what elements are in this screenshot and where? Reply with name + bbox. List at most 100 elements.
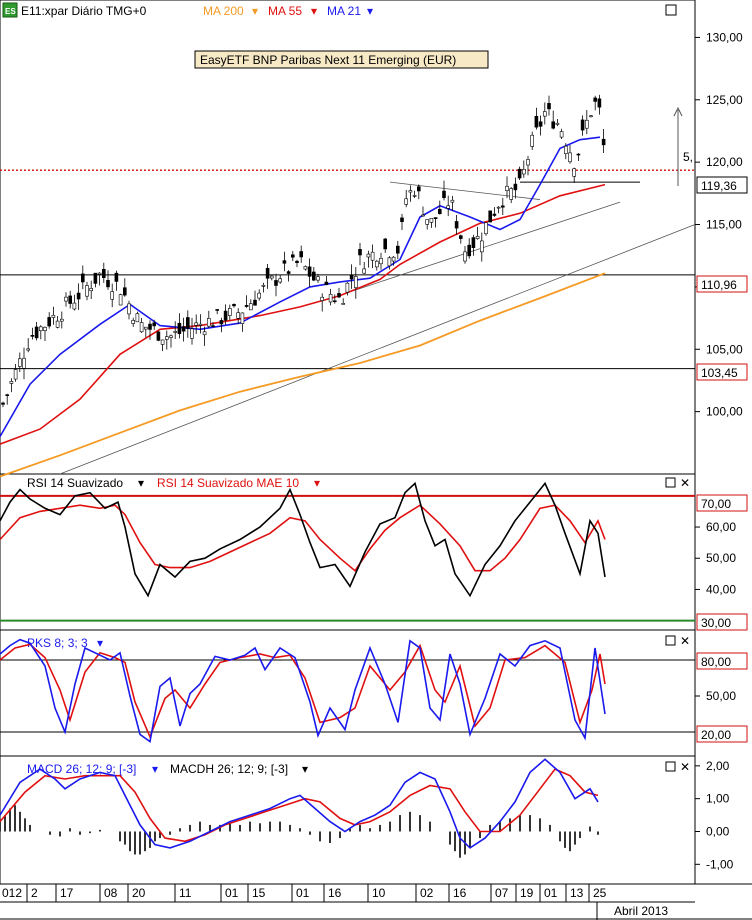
candle-body xyxy=(135,313,140,323)
candle-body xyxy=(391,256,396,262)
pks-dropdown-icon[interactable]: ▾ xyxy=(97,636,103,650)
candle-body xyxy=(568,152,572,163)
candle-body xyxy=(450,199,455,203)
x-tick-label: 13 xyxy=(570,886,584,900)
measure-annotation: 5, xyxy=(683,150,693,164)
ma55-label[interactable]: MA 55 xyxy=(268,4,302,18)
restore-icon[interactable] xyxy=(665,4,677,16)
candle-body xyxy=(282,260,287,264)
candle-body xyxy=(194,322,198,326)
pks-lower-flag xyxy=(696,725,748,743)
pks-close-icon[interactable]: ✕ xyxy=(680,634,690,648)
ma21-label[interactable]: MA 21 xyxy=(327,4,361,18)
x-tick-label: 16 xyxy=(453,886,467,900)
candle-body xyxy=(412,195,417,197)
candle-body xyxy=(311,271,316,281)
pks-label[interactable]: PKS 8; 3; 3 xyxy=(27,636,88,650)
macd-label[interactable]: MACD 26; 12; 9; [-3] xyxy=(27,762,136,776)
rsi-dropdown-icon[interactable]: ▾ xyxy=(138,476,144,490)
candle-body xyxy=(72,302,77,310)
candle-body xyxy=(177,322,182,335)
rsi-close-icon[interactable]: ✕ xyxy=(680,476,690,490)
candle-body xyxy=(328,293,333,303)
candle-body xyxy=(442,190,446,199)
macd-plot xyxy=(0,758,599,858)
candle-body xyxy=(9,381,14,384)
macd-dropdown-icon[interactable]: ▾ xyxy=(152,762,158,776)
ma200-dropdown-icon[interactable]: ▾ xyxy=(252,4,258,18)
candle-body xyxy=(576,153,581,156)
candle-body xyxy=(366,253,371,258)
month-label: Abril 2013 xyxy=(614,904,668,918)
x-tick-label: 15 xyxy=(252,886,266,900)
rsi-mae-dropdown-icon[interactable]: ▾ xyxy=(314,476,320,490)
macd-restore-icon[interactable] xyxy=(665,761,676,772)
macdh-dropdown-icon[interactable]: ▾ xyxy=(302,762,308,776)
candle-body xyxy=(374,260,379,268)
last-price-value: 119,36 xyxy=(701,179,737,193)
x-tick-label: 19 xyxy=(520,886,534,900)
candle-body xyxy=(547,103,551,110)
candle-body xyxy=(211,325,215,327)
rsi-label[interactable]: RSI 14 Suavizado xyxy=(27,476,123,490)
candle-body xyxy=(114,272,119,282)
candle-body xyxy=(572,168,577,177)
candle-body xyxy=(274,280,278,286)
candle-body xyxy=(190,328,194,339)
symbol-label[interactable]: E11:xpar Diário TMG+0 xyxy=(21,4,147,18)
rsi-restore-icon[interactable] xyxy=(665,477,676,488)
ma55-line xyxy=(0,183,606,445)
price-tick-label: 125,00 xyxy=(706,93,743,107)
candle-body xyxy=(223,310,228,321)
x-tick-label: 16 xyxy=(328,886,342,900)
rsi-tick-label: 50,00 xyxy=(706,551,736,565)
price-panel[interactable] xyxy=(0,0,696,475)
candle-body xyxy=(47,317,52,327)
candle-body xyxy=(202,331,207,336)
rsi-plot xyxy=(0,481,695,622)
level-value-2: 103,45 xyxy=(701,366,738,380)
candle-body xyxy=(110,291,114,300)
macd-close-icon[interactable]: ✕ xyxy=(680,760,690,774)
candle-body xyxy=(106,280,110,288)
candle-body xyxy=(38,326,43,331)
candle-body xyxy=(123,287,127,296)
candle-body xyxy=(320,296,325,301)
candle-body xyxy=(446,205,451,209)
candle-body xyxy=(358,249,362,256)
candle-body xyxy=(76,292,81,300)
candle-body xyxy=(232,304,236,307)
candle-body xyxy=(198,323,203,326)
pks-axis: 50,00 xyxy=(695,689,736,703)
candle-body xyxy=(169,335,173,338)
macd-tick-label: 0,00 xyxy=(706,824,730,838)
candle-body xyxy=(500,205,505,208)
candle-body xyxy=(261,285,266,287)
candle-body xyxy=(559,131,564,138)
rsi-mae-label[interactable]: RSI 14 Suavizado MAE 10 xyxy=(157,476,299,490)
level-value-1: 110,96 xyxy=(701,278,737,292)
candle-body xyxy=(509,188,514,200)
pks-panel[interactable] xyxy=(0,629,696,757)
candle-body xyxy=(479,240,484,253)
price-tick-label: 115,00 xyxy=(706,218,742,232)
price-axis: 130,00125,00120,00115,00110,00105,00100,… xyxy=(695,30,743,419)
ma55-dropdown-icon[interactable]: ▾ xyxy=(311,4,317,18)
rsi-upper-value: 70,00 xyxy=(701,497,731,511)
candle-body xyxy=(496,206,501,209)
last-price-flag xyxy=(696,176,748,194)
candle-body xyxy=(538,121,543,127)
ma200-label[interactable]: MA 200 xyxy=(203,4,244,18)
candle-body xyxy=(362,268,367,274)
candle-body xyxy=(68,295,72,304)
candle-body xyxy=(51,314,56,318)
candle-body xyxy=(240,312,245,324)
pks-restore-icon[interactable] xyxy=(665,635,676,646)
candle-body xyxy=(425,219,430,225)
candle-body xyxy=(215,309,219,311)
candle-body xyxy=(349,274,354,280)
rsi-panel[interactable] xyxy=(0,473,696,631)
ma21-dropdown-icon[interactable]: ▾ xyxy=(367,4,373,18)
candle-body xyxy=(379,258,383,265)
macdh-label[interactable]: MACDH 26; 12; 9; [-3] xyxy=(170,762,288,776)
